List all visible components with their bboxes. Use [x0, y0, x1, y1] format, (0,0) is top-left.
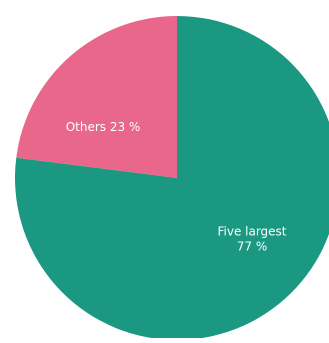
pie-slice-others — [16, 16, 177, 178]
pie-slice-five-largest — [15, 16, 329, 340]
pie-label-five-largest: Five largest 77 % — [217, 225, 286, 254]
pie-label-others: Others 23 % — [66, 120, 141, 134]
